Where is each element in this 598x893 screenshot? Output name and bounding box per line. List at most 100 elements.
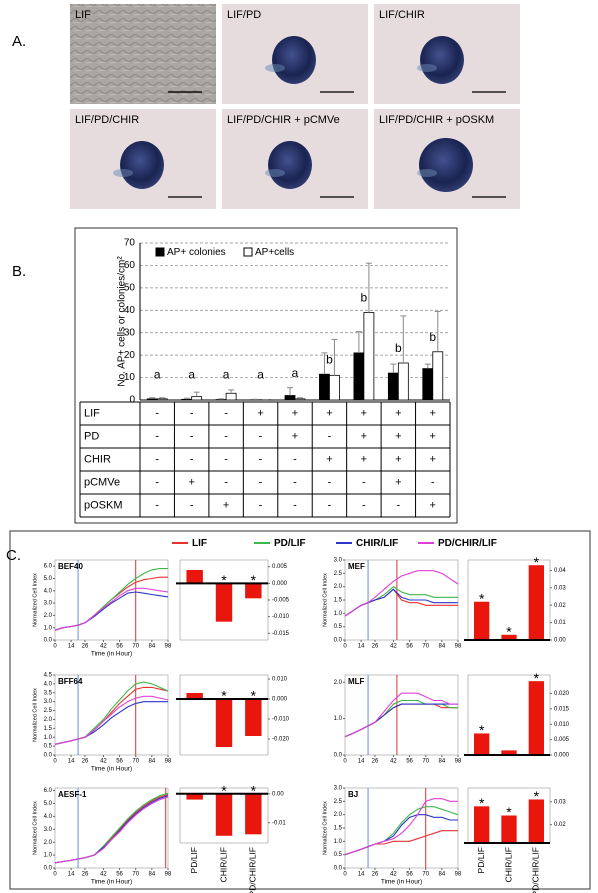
- chart-title: BJ: [348, 790, 358, 799]
- bar: [191, 396, 203, 401]
- x-tick-label: 70: [132, 872, 139, 878]
- significance-letter: a: [154, 368, 161, 382]
- y-tick-label: 20: [124, 350, 136, 361]
- table-cell: -: [224, 453, 228, 465]
- significance-letter: b: [326, 352, 333, 366]
- y-tick-label: 2.5: [44, 708, 53, 714]
- x-tick-label: 70: [422, 759, 429, 765]
- bar: [225, 392, 237, 401]
- table-cell: +: [292, 407, 298, 419]
- y-tick-label: -0.015: [272, 631, 290, 637]
- x-tick-label: 98: [455, 872, 462, 878]
- significance-star: *: [251, 782, 257, 798]
- significance-star: *: [506, 623, 512, 639]
- bar: [397, 362, 409, 401]
- x-tick-label: 98: [165, 644, 172, 650]
- chart-title: MLF: [348, 677, 365, 686]
- y-tick-label: 0.01: [554, 620, 566, 626]
- significance-letter: a: [292, 366, 299, 380]
- y-tick-label: 0.020: [554, 691, 570, 697]
- colony: [420, 36, 464, 84]
- y-tick-label: 0.000: [272, 581, 288, 587]
- image-label: LIF/PD/CHIR: [75, 114, 139, 126]
- bar: [156, 398, 168, 401]
- x-tick-label: 42: [100, 872, 107, 878]
- bar: [146, 398, 158, 401]
- chart-title: BFF64: [58, 677, 83, 686]
- y-tick-label: 0: [129, 395, 135, 406]
- series-line: [54, 695, 169, 745]
- x-tick-label: 0: [343, 759, 347, 765]
- table-cell: -: [328, 499, 332, 511]
- x-tick-label: 14: [358, 759, 365, 765]
- image-label: LIF/PD: [227, 9, 261, 21]
- y-tick-label: 1.0: [44, 853, 53, 859]
- significance-star: *: [534, 788, 540, 804]
- legend-label: CHIR/LIF: [356, 538, 398, 549]
- y-tick-label: 3.0: [44, 699, 53, 705]
- table-cell: -: [259, 453, 263, 465]
- row-label: PD: [84, 430, 99, 442]
- x-tick-label: 0: [343, 644, 347, 650]
- x-tick-label: 26: [82, 872, 89, 878]
- x-tick-label: 70: [132, 759, 139, 765]
- bar: [215, 583, 233, 622]
- series-line: [344, 692, 458, 738]
- significance-letter: b: [361, 291, 368, 305]
- x-tick-label: 0: [53, 872, 57, 878]
- x-tick-label: 56: [116, 644, 123, 650]
- x-tick-label: 98: [165, 872, 172, 878]
- table-cell: +: [430, 499, 436, 511]
- y-tick-label: 0.0: [44, 866, 53, 872]
- stain: [265, 169, 285, 177]
- table-cell: -: [224, 430, 228, 442]
- x-tick-label: 26: [372, 644, 379, 650]
- y-tick-label: 1.5: [44, 726, 53, 732]
- significance-star: *: [251, 572, 257, 588]
- y-tick-label: 1.5: [334, 598, 343, 604]
- table-cell: -: [259, 476, 263, 488]
- bar: [501, 750, 517, 755]
- y-tick-label: -0.010: [272, 614, 290, 620]
- bar: [528, 681, 544, 755]
- x-tick-label: 56: [406, 644, 413, 650]
- bar: [474, 601, 490, 640]
- x-tick-label: CHIR/LIF: [503, 847, 513, 882]
- y-tick-label: 6.0: [44, 788, 53, 794]
- x-tick-label: 56: [116, 759, 123, 765]
- y-tick-label: 1.0: [334, 716, 343, 722]
- y-tick-label: -0.010: [272, 717, 290, 723]
- table-cell: +: [430, 453, 436, 465]
- y-tick-label: 2.0: [334, 584, 343, 590]
- x-axis-label: Time (in Hour): [91, 766, 132, 773]
- stain: [417, 169, 437, 177]
- y-tick-label: -0.020: [272, 737, 290, 743]
- x-tick-label: 70: [422, 644, 429, 650]
- y-tick-label: 5.0: [44, 576, 53, 582]
- bar: [319, 373, 330, 401]
- y-tick-label: 0.015: [554, 706, 570, 712]
- colony: [419, 138, 473, 192]
- y-tick-label: 0.5: [334, 852, 343, 858]
- table-cell: +: [361, 407, 367, 419]
- legend-label: LIF: [192, 538, 207, 549]
- y-tick-label: 0.000: [554, 753, 570, 759]
- y-tick-label: 0.5: [334, 624, 343, 630]
- table-cell: -: [155, 407, 159, 419]
- x-tick-label: 56: [116, 872, 123, 878]
- x-tick-label: PD/CHIR/LIF: [248, 847, 258, 893]
- y-tick-label: 70: [124, 238, 136, 249]
- y-tick-label: 10: [124, 372, 136, 383]
- y-tick-label: 0.000: [272, 697, 288, 703]
- x-tick-label: 84: [439, 644, 446, 650]
- x-tick-label: 42: [100, 644, 107, 650]
- y-tick-label: 30: [124, 327, 136, 338]
- x-tick-label: 42: [390, 759, 397, 765]
- table-cell: +: [361, 430, 367, 442]
- x-tick-label: 14: [358, 872, 365, 878]
- bar: [474, 806, 490, 843]
- series-line: [54, 796, 169, 864]
- bar: [501, 815, 517, 843]
- bar: [284, 395, 296, 401]
